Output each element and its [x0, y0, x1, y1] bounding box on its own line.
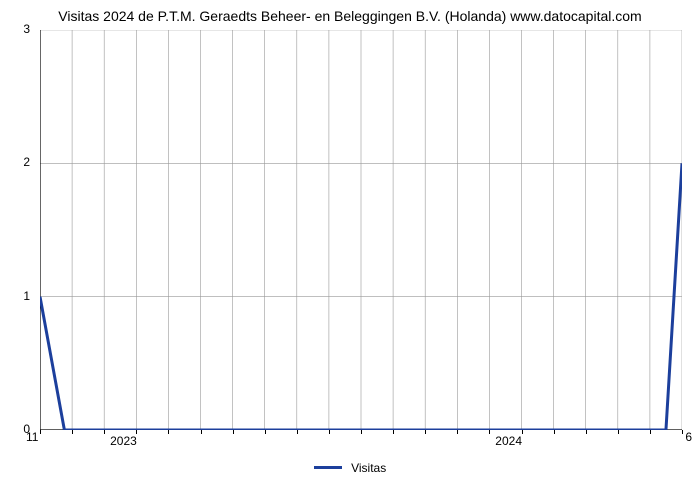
- x-minor-tick: [618, 430, 619, 434]
- x-minor-tick: [554, 430, 555, 434]
- legend: Visitas: [0, 460, 700, 475]
- legend-swatch: [314, 466, 342, 469]
- x-minor-tick: [489, 430, 490, 434]
- x-tick-label: 2023: [110, 434, 137, 448]
- x-minor-tick: [522, 430, 523, 434]
- x-minor-tick: [136, 430, 137, 434]
- chart-plot-area: 11 6 012320232024: [40, 30, 682, 430]
- x-minor-tick: [168, 430, 169, 434]
- y-tick-label: 2: [10, 155, 30, 169]
- x-minor-tick: [425, 430, 426, 434]
- x-minor-tick: [586, 430, 587, 434]
- x-tick-label: 2024: [495, 434, 522, 448]
- x-minor-tick: [233, 430, 234, 434]
- y-tick-label: 1: [10, 289, 30, 303]
- y-tick-label: 0: [10, 422, 30, 436]
- x-minor-tick: [201, 430, 202, 434]
- x-minor-tick: [361, 430, 362, 434]
- x-minor-tick: [682, 430, 683, 434]
- y-tick-label: 3: [10, 22, 30, 36]
- x-minor-tick: [40, 430, 41, 434]
- x-minor-tick: [265, 430, 266, 434]
- x-minor-tick: [72, 430, 73, 434]
- legend-label: Visitas: [351, 461, 386, 475]
- chart-svg: [40, 30, 682, 430]
- x-minor-tick: [104, 430, 105, 434]
- x-minor-tick: [650, 430, 651, 434]
- x-minor-tick: [329, 430, 330, 434]
- x-minor-tick: [297, 430, 298, 434]
- chart-title: Visitas 2024 de P.T.M. Geraedts Beheer- …: [0, 8, 700, 24]
- x-minor-tick: [393, 430, 394, 434]
- x-minor-tick: [457, 430, 458, 434]
- x-right-corner-label: 6: [685, 430, 692, 444]
